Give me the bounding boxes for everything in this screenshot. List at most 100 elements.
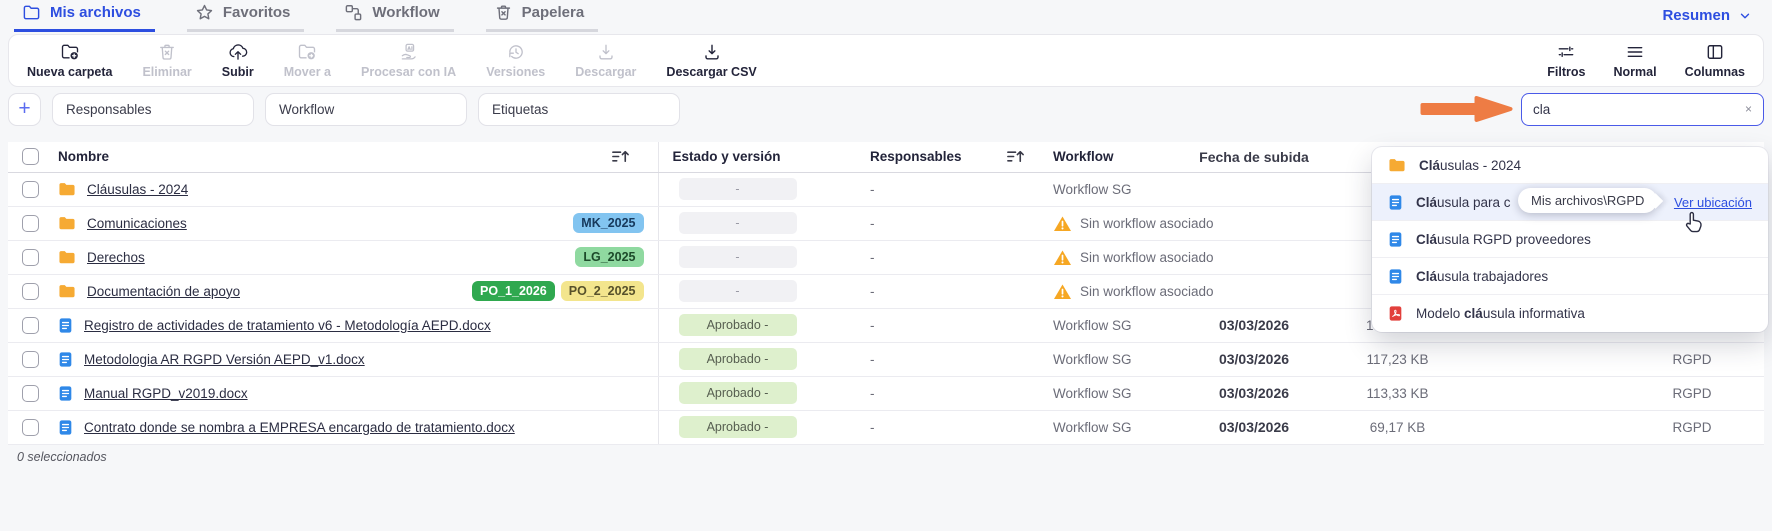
responsables-value: - [858,376,1053,411]
density-normal-button[interactable]: Normal [1613,42,1657,79]
filters-button[interactable]: Filtros [1547,42,1585,79]
filter-responsables[interactable]: Responsables [52,92,254,126]
columns-icon [1707,45,1723,59]
versions-button: Versiones [486,42,545,79]
row-checkbox[interactable] [22,350,39,368]
row-checkbox[interactable] [22,418,39,436]
folder-icon [59,217,75,230]
status-pill: - [678,178,797,200]
select-all-checkbox[interactable] [22,148,39,166]
resumen-label: Resumen [1662,7,1730,24]
search-result-file[interactable]: Cláusula para c Mis archivos\RGPD Ver ub… [1372,184,1768,233]
tool-label: Filtros [1547,65,1586,79]
download-button: Descargar [575,42,636,79]
column-header-estado: Estado y versión [657,142,858,173]
workflow-value: Workflow SG [1053,317,1132,333]
folder-name-link[interactable]: Comunicaciones [87,215,187,231]
trash-icon [496,5,510,20]
tag-badge: LG_2025 [575,247,644,267]
folder-name-link[interactable]: Cláusulas - 2024 [87,181,189,197]
clear-search-icon[interactable]: × [1744,102,1752,116]
search-results-dropdown: Cláusulas - 2024 Cláusula para c Mis arc… [1372,147,1768,332]
column-header-nombre: Nombre [58,149,110,165]
sort-nombre-icon[interactable] [611,149,630,164]
ver-ubicacion-link[interactable]: Ver ubicación [1673,194,1752,210]
document-icon [59,385,72,401]
upload-date: 03/03/2026 [1193,376,1315,411]
document-icon [59,419,72,435]
search-result-pdf[interactable]: Modelo cláusula informativa [1372,295,1768,332]
file-size: 69,17 KB [1315,410,1480,445]
upload-date: 03/03/2026 [1193,308,1315,343]
tag-badge: MK_2025 [573,213,644,233]
row-checkbox[interactable] [22,248,39,266]
search-result-folder[interactable]: Cláusulas - 2024 [1372,147,1768,184]
workflow-value: Sin workflow asociado [1080,283,1214,299]
status-pill: Aprobado - [678,314,797,336]
file-name-link[interactable]: Contrato donde se nombra a EMPRESA encar… [84,419,515,435]
tool-label: Versiones [486,65,546,79]
trash-icon [160,44,175,60]
move-folder-icon [299,44,316,60]
tool-label: Nueva carpeta [27,65,113,79]
search-box: × [1521,92,1764,126]
column-header-workflow: Workflow [1053,142,1193,173]
folder-name-link[interactable]: Derechos [87,249,145,265]
file-name-link[interactable]: Manual RGPD_v2019.docx [84,385,248,401]
resumen-toggle[interactable]: Resumen [1662,7,1752,32]
tab-label: Favoritos [222,4,291,21]
upload-date: 03/03/2026 [1193,342,1315,377]
search-result-file[interactable]: Cláusula RGPD proveedores [1372,221,1768,258]
workflow-value: Sin workflow asociado [1080,215,1214,231]
filter-workflow[interactable]: Workflow [265,92,467,126]
rgpd-label: RGPD [1620,376,1764,411]
tab-mis-archivos[interactable]: Mis archivos [14,0,155,32]
search-input[interactable] [1533,101,1739,117]
row-checkbox[interactable] [22,214,39,232]
download-icon [599,44,613,60]
table-row: Metodologia AR RGPD Versión AEPD_v1.docx… [8,342,1764,377]
responsables-value: - [858,172,1053,207]
workflow-value: Workflow SG [1053,385,1132,401]
folder-name-link[interactable]: Documentación de apoyo [87,283,241,299]
responsables-value: - [858,206,1053,241]
filter-etiquetas[interactable]: Etiquetas [478,92,680,126]
file-name-link[interactable]: Metodologia AR RGPD Versión AEPD_v1.docx [84,351,365,367]
status-pill: Aprobado - [678,416,797,438]
tab-workflow[interactable]: Workflow [336,0,454,32]
tool-label: Descargar CSV [666,65,757,79]
history-icon [508,45,523,59]
tab-label: Workflow [372,4,440,21]
row-checkbox[interactable] [22,316,39,334]
upload-button[interactable]: Subir [222,42,254,79]
file-size: 117,23 KB [1315,342,1480,377]
pdf-icon [1389,306,1402,321]
column-header-responsables: Responsables [870,149,962,165]
row-checkbox[interactable] [22,180,39,198]
tag-badge: PO_1_2026 [472,281,555,301]
table-row: Manual RGPD_v2019.docx Aprobado - - Work… [8,376,1764,411]
add-filter-button[interactable]: + [8,92,41,126]
tab-favoritos[interactable]: Favoritos [186,0,305,32]
warning-icon [1054,216,1071,231]
responsables-value: - [858,274,1053,309]
main-tabbar: Mis archivos Favoritos Workflow Papelera… [0,0,1772,32]
search-result-file[interactable]: Cláusula trabajadores [1372,258,1768,295]
folder-icon [23,5,40,20]
upload-date: 03/03/2026 [1193,410,1315,445]
row-checkbox[interactable] [22,384,39,402]
tool-label: Descargar [575,65,637,79]
tool-label: Procesar con IA [361,65,457,79]
sort-responsables-icon[interactable] [1006,149,1025,164]
move-to-button: Mover a [284,42,331,79]
tab-papelera[interactable]: Papelera [485,0,599,32]
warning-icon [1054,250,1071,265]
warning-icon [1054,284,1071,299]
new-folder-button[interactable]: Nueva carpeta [27,42,112,79]
folder-icon [59,183,75,196]
download-csv-button[interactable]: Descargar CSV [666,42,757,79]
row-checkbox[interactable] [22,282,39,300]
file-name-link[interactable]: Registro de actividades de tratamiento v… [84,317,491,333]
columns-button[interactable]: Columnas [1685,42,1745,79]
tool-label: Columnas [1684,65,1745,79]
